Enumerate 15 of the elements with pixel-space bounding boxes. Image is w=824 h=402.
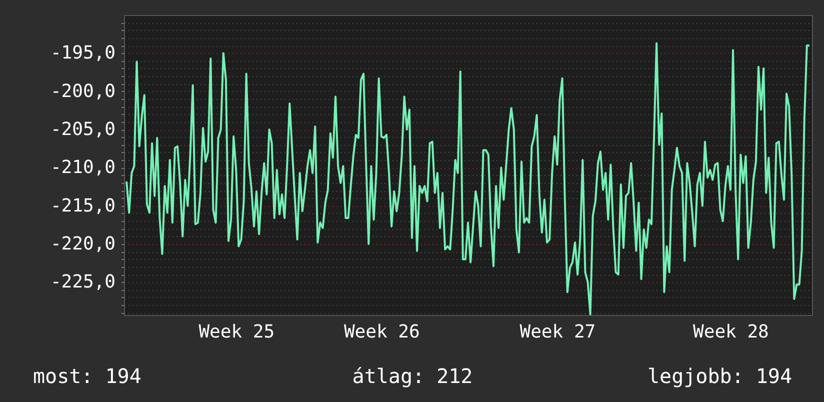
y-tick-label: -210,0	[50, 157, 116, 178]
line-series	[126, 42, 810, 316]
text: most: 194	[33, 364, 142, 388]
x-tick-label: Week 26	[344, 322, 420, 342]
y-tick-label: -200,0	[50, 80, 116, 102]
x-tick-label: Week 28	[693, 322, 769, 342]
y-tick-label: -225,0	[50, 272, 116, 293]
y-tick-label: -195,0	[50, 42, 116, 64]
y-tick-label: -215,0	[50, 195, 116, 216]
text: legjobb: 194	[648, 364, 792, 388]
y-tick-label: -220,0	[50, 234, 116, 255]
y-tick-label: -205,0	[50, 119, 116, 140]
x-tick-label: Week 25	[198, 322, 275, 342]
text: átlag: 212	[352, 364, 473, 388]
x-tick-label: Week 27	[520, 322, 596, 342]
